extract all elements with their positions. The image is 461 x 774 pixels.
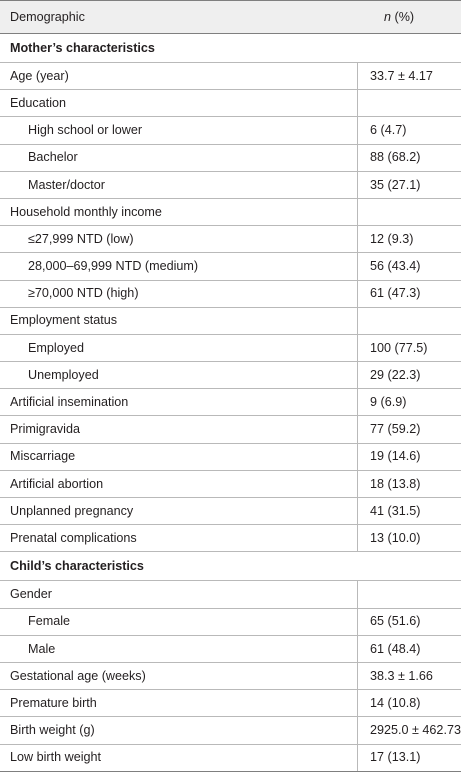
row-value: 38.3 ± 1.66 <box>357 662 461 690</box>
row-value <box>357 198 461 226</box>
table-body: Mother’s characteristics Age (year) 33.7 ±… <box>0 34 461 772</box>
row-value: 77 (59.2) <box>357 416 461 443</box>
table-row: High school or lower 6 (4.7) <box>0 117 461 145</box>
row-value: 6 (4.7) <box>357 117 461 144</box>
table-row: Age (year) 33.7 ± 4.17 <box>0 63 461 91</box>
table-row: Master/doctor 35 (27.1) <box>0 171 461 199</box>
row-label: Household monthly income <box>10 204 162 219</box>
table-row: Unplanned pregnancy 41 (31.5) <box>0 498 461 526</box>
table-row: ≥70,000 NTD (high) 61 (47.3) <box>0 280 461 308</box>
table-row: Bachelor 88 (68.2) <box>0 144 461 172</box>
header-demographic: Demographic <box>10 9 85 24</box>
row-label: Education <box>10 95 67 110</box>
row-value: 65 (51.6) <box>357 608 461 635</box>
row-label: Artificial insemination <box>10 395 129 410</box>
table-row: Employment status <box>0 307 461 335</box>
row-label: Male <box>28 641 56 656</box>
row-value: 19 (14.6) <box>357 443 461 470</box>
section-header-row: Child’s characteristics <box>0 552 461 582</box>
row-label: Unemployed <box>28 367 99 382</box>
table-row: Unemployed 29 (22.3) <box>0 362 461 390</box>
table-row: Artificial insemination 9 (6.9) <box>0 389 461 417</box>
row-label: Birth weight (g) <box>10 723 95 738</box>
row-label: Bachelor <box>28 150 78 165</box>
row-value <box>357 90 461 117</box>
table-row: Miscarriage 19 (14.6) <box>0 443 461 471</box>
table-header: Demographic n (%) <box>0 0 461 34</box>
table-row: Education <box>0 90 461 118</box>
row-label: ≥70,000 NTD (high) <box>28 286 139 301</box>
row-label: 28,000–69,999 NTD (medium) <box>28 259 199 274</box>
table-row: Low birth weight 17 (13.1) <box>0 744 461 772</box>
table-row: Gender <box>0 581 461 609</box>
row-value: 9 (6.9) <box>357 389 461 416</box>
row-label: Prenatal complications <box>10 530 137 545</box>
header-n-percent: n (%) <box>357 1 461 33</box>
row-value <box>357 307 461 334</box>
table-row: Prenatal complications 13 (10.0) <box>0 525 461 553</box>
row-label: Master/doctor <box>28 177 105 192</box>
row-value: 100 (77.5) <box>357 334 461 362</box>
row-label: Unplanned pregnancy <box>10 503 134 518</box>
row-label: Mother’s characteristics <box>10 40 155 55</box>
row-label: Artificial abortion <box>10 476 104 491</box>
row-label: Employment status <box>10 313 118 328</box>
table-row: 28,000–69,999 NTD (medium) 56 (43.4) <box>0 253 461 281</box>
row-label: Low birth weight <box>10 750 102 765</box>
row-value: 18 (13.8) <box>357 470 461 497</box>
row-value: 17 (13.1) <box>357 744 461 771</box>
table-row: Primigravida 77 (59.2) <box>0 416 461 444</box>
table-row: Male 61 (48.4) <box>0 635 461 663</box>
row-value: 13 (10.0) <box>357 525 461 552</box>
row-value: 2925.0 ± 462.73 <box>357 717 461 744</box>
table-row: Household monthly income <box>0 198 461 227</box>
row-label: Gender <box>10 587 53 602</box>
row-label: Premature birth <box>10 695 97 710</box>
row-value: 33.7 ± 4.17 <box>357 63 461 90</box>
header-n: n <box>384 9 392 24</box>
row-label: Primigravida <box>10 422 80 437</box>
row-label: Employed <box>28 340 85 355</box>
table-row: Artificial abortion 18 (13.8) <box>0 470 461 498</box>
row-label: Child’s characteristics <box>10 559 144 574</box>
row-value: 29 (22.3) <box>357 362 461 389</box>
row-label: Miscarriage <box>10 449 76 464</box>
row-value: 61 (47.3) <box>357 280 461 307</box>
row-value: 56 (43.4) <box>357 253 461 280</box>
header-percent: (%) <box>391 9 415 24</box>
table-row: Premature birth 14 (10.8) <box>0 690 461 718</box>
row-label: ≤27,999 NTD (low) <box>28 231 134 246</box>
row-value: 41 (31.5) <box>357 498 461 525</box>
row-value: 61 (48.4) <box>357 635 461 662</box>
table-row: ≤27,999 NTD (low) 12 (9.3) <box>0 226 461 254</box>
section-header-row: Mother’s characteristics <box>0 34 461 63</box>
row-label: Female <box>28 614 70 629</box>
row-value <box>357 581 461 608</box>
row-value: 14 (10.8) <box>357 690 461 717</box>
row-label: High school or lower <box>28 123 143 138</box>
row-label: Age (year) <box>10 68 69 83</box>
table-row: Female 65 (51.6) <box>0 608 461 636</box>
table-row: Employed 100 (77.5) <box>0 334 461 363</box>
row-value: 88 (68.2) <box>357 144 461 171</box>
row-value: 12 (9.3) <box>357 226 461 253</box>
table-row: Gestational age (weeks) 38.3 ± 1.66 <box>0 662 461 691</box>
row-value: 35 (27.1) <box>357 171 461 198</box>
row-value <box>357 34 461 62</box>
table-row: Birth weight (g) 2925.0 ± 462.73 <box>0 717 461 745</box>
row-value <box>357 552 461 580</box>
row-label: Gestational age (weeks) <box>10 668 146 683</box>
